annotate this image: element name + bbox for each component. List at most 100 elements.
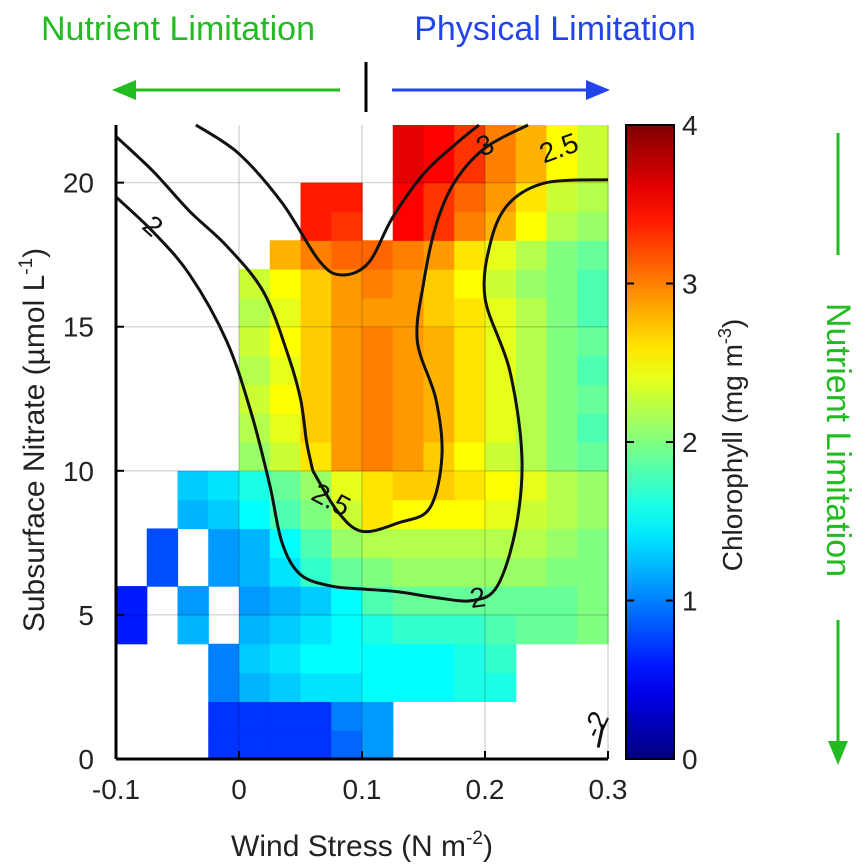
heatmap-cell [269, 442, 302, 472]
heatmap-cell [331, 240, 363, 270]
heatmap-cell [392, 355, 425, 385]
heatmap-cell [515, 557, 548, 587]
heatmap-cell [454, 442, 486, 472]
heatmap-cell [239, 701, 271, 731]
heatmap-cell [577, 586, 609, 616]
heatmap-cell [515, 211, 548, 241]
y-axis-label: Subsurface Nitrate (µmol L-1) [16, 248, 51, 632]
heatmap-cell [577, 182, 609, 213]
heatmap-cell [269, 269, 302, 299]
heatmap-cell [392, 614, 425, 645]
heatmap-cell [300, 730, 332, 760]
heatmap-cell [116, 614, 148, 645]
heatmap-cell [485, 470, 517, 501]
heatmap-cell [177, 470, 209, 501]
heatmap-cell [300, 384, 332, 414]
contour-label: 2 [468, 581, 488, 614]
heatmap-cell [515, 384, 548, 414]
heatmap-cell [485, 586, 517, 616]
heatmap-cell [546, 269, 578, 299]
heatmap-cell [577, 499, 609, 530]
heatmap-cell [546, 528, 578, 558]
heatmap-cell [485, 643, 517, 674]
heatmap-cell [269, 672, 302, 702]
heatmap-cell [515, 614, 548, 645]
colorbar-label: Chlorophyll (mg m-3) [715, 319, 748, 572]
nutrient-limitation-label-right: Nutrient Limitation [819, 303, 857, 577]
heatmap-cell [239, 355, 271, 385]
nutrient-arrow-down [828, 133, 848, 765]
heatmap-cell [454, 528, 486, 558]
heatmap-cell [577, 470, 609, 501]
heatmap-cell [454, 614, 486, 645]
heatmap-cell [239, 326, 271, 357]
heatmap-cell [454, 269, 486, 299]
heatmap-cell [208, 672, 240, 702]
heatmap-cell [423, 499, 455, 530]
heatmap-cell [208, 557, 240, 587]
heatmap-cell [177, 499, 209, 530]
heatmap-cell [515, 153, 548, 184]
heatmap-cell [300, 211, 332, 241]
heatmap-cell [577, 614, 609, 645]
heatmap-cell [392, 470, 425, 501]
heatmap-cell [362, 557, 394, 587]
heatmap-cell [577, 528, 609, 558]
heatmap-cell [423, 643, 455, 674]
heatmap-cell [392, 528, 425, 558]
heatmap-cell [515, 355, 548, 385]
heatmap-cell [485, 413, 517, 443]
heatmap-cell [300, 499, 332, 530]
heatmap-cell [454, 672, 486, 702]
heatmap-cell [546, 413, 578, 443]
heatmap-cell [546, 355, 578, 385]
heatmap-cell [515, 326, 548, 357]
heatmap-cell [515, 586, 548, 616]
heatmap-cell [331, 297, 363, 328]
heatmap-cell [239, 730, 271, 760]
colorbar-tick-label: 0 [682, 744, 698, 775]
heatmap-cell [208, 470, 240, 501]
heatmap-cell [269, 470, 302, 501]
heatmap-cell [362, 701, 394, 731]
heatmap-cell [331, 442, 363, 472]
heatmap-cell [454, 413, 486, 443]
heatmap-cell [269, 614, 302, 645]
heatmap-cell [485, 614, 517, 645]
x-tick-label: 0.2 [466, 774, 505, 805]
heatmap-cell [546, 182, 578, 213]
heatmap-cell [331, 528, 363, 558]
heatmap-cell [546, 297, 578, 328]
heatmap-cell [331, 643, 363, 674]
heatmap-cell [300, 614, 332, 645]
heatmap-cell [454, 643, 486, 674]
heatmap-cell [392, 557, 425, 587]
y-tick-label: 10 [63, 456, 94, 487]
heatmap-cell [208, 643, 240, 674]
heatmap-cell [454, 240, 486, 270]
x-tick-label: 0.3 [589, 774, 628, 805]
heatmap-cell [454, 153, 486, 184]
contour-line-2 [114, 135, 315, 472]
heatmap-cell [362, 470, 394, 501]
heatmap-cell [269, 413, 302, 443]
heatmap-cell [546, 326, 578, 357]
heatmap-cell [300, 297, 332, 328]
heatmap-cell [485, 384, 517, 414]
heatmap-cell [392, 672, 425, 702]
heatmap-cell [362, 672, 394, 702]
heatmap-cell [423, 297, 455, 328]
heatmap-cell [300, 442, 332, 472]
heatmap-cell [454, 297, 486, 328]
heatmap-cell [454, 557, 486, 587]
contour-line-2 [114, 178, 609, 603]
heatmap-cell [546, 153, 578, 184]
colorbar-tick-label: 4 [682, 110, 698, 141]
heatmap-cell [300, 586, 332, 616]
heatmap-cells [116, 125, 609, 760]
heatmap-cell [392, 643, 425, 674]
heatmap-cell [423, 528, 455, 558]
heatmap-cell [331, 557, 363, 587]
heatmap-cell [331, 413, 363, 443]
heatmap-cell [577, 125, 609, 155]
